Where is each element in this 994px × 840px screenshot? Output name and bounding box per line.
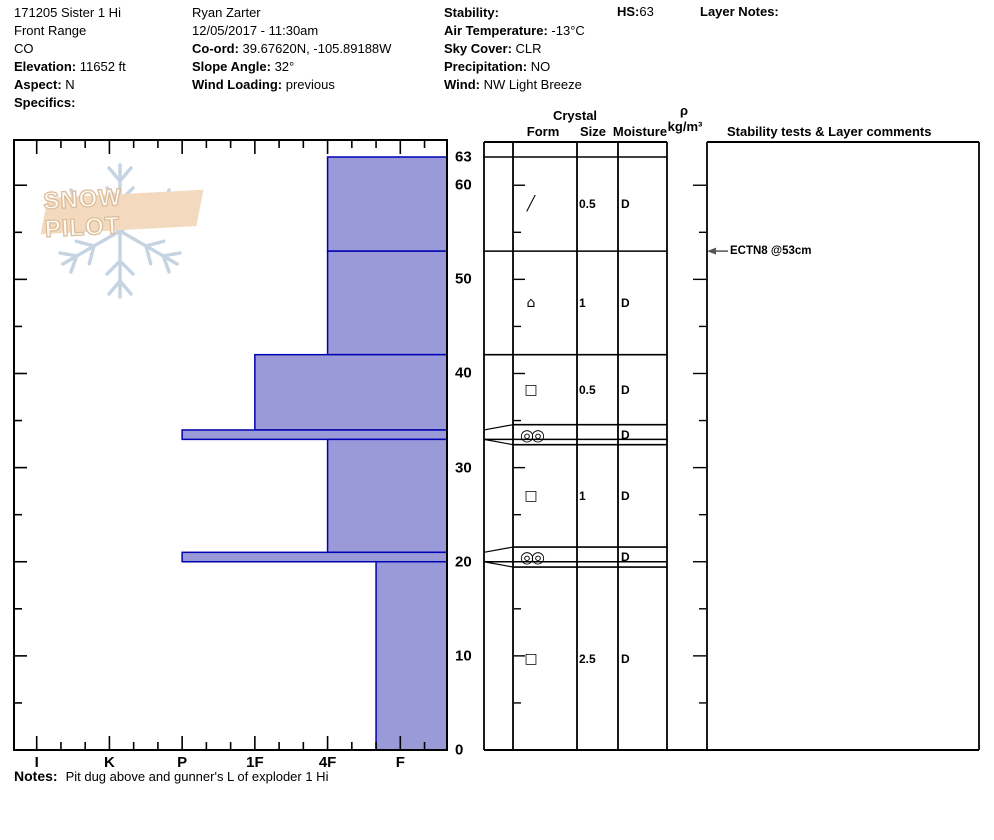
- snow-layer-bar: [254, 353, 448, 431]
- range: Front Range: [14, 23, 87, 38]
- form-symbol-faceted-crystals: □: [524, 650, 538, 667]
- air-temperature: Air Temperature: -13°C: [444, 23, 585, 38]
- table-header-stability-tests: Stability tests & Layer comments: [727, 124, 932, 139]
- depth-axis-label: 40: [455, 364, 472, 382]
- hs-total-depth: HS:63: [617, 4, 654, 19]
- header-column-weather: Stability: Air Temperature: -13°C Sky Co…: [444, 4, 585, 94]
- hardness-axis-label: 4F: [318, 754, 337, 771]
- state: CO: [14, 41, 34, 56]
- hardness-axis-label: I: [34, 754, 39, 771]
- size-value: 1: [579, 295, 586, 310]
- date-time: 12/05/2017 - 11:30am: [192, 23, 319, 38]
- wind: Wind: NW Light Breeze: [444, 77, 582, 92]
- table-header-rho: ρ: [679, 103, 689, 118]
- snowpilot-logo: SNOW PILOT: [40, 158, 210, 308]
- coordinates: Co-ord: 39.67620N, -105.89188W: [192, 41, 392, 56]
- slope-angle: Slope Angle: 32°: [192, 59, 295, 74]
- depth-axis-label: 0: [455, 741, 464, 759]
- hardness-axis-label: F: [395, 754, 405, 771]
- pit-name: 171205 Sister 1 Hi: [14, 5, 121, 20]
- plot-border: [13, 139, 448, 751]
- depth-axis-label: 63: [455, 148, 472, 166]
- depth-axis-label: 20: [455, 553, 472, 571]
- form-symbol-mixed-forms: ⌂: [526, 294, 536, 311]
- precipitation: Precipitation: NO: [444, 59, 551, 74]
- hardness-axis-label: K: [103, 754, 115, 771]
- specifics: Specifics:: [14, 95, 76, 110]
- depth-axis-label: 50: [455, 270, 472, 288]
- table-header-rho-unit: kg/m³: [667, 119, 703, 134]
- snow-layer-bar: [326, 156, 448, 252]
- moisture-value: D: [621, 550, 630, 565]
- thin-layer-wedge: [483, 438, 514, 446]
- header-column-site: 171205 Sister 1 Hi Front Range CO Elevat…: [14, 4, 126, 112]
- stability-test-annotation: ECTN8 @53cm: [730, 245, 812, 258]
- thin-layer-wedge: [483, 561, 514, 568]
- elevation: Elevation: 11652 ft: [14, 59, 126, 74]
- size-value: 0.5: [579, 382, 596, 397]
- layer-notes-label: Layer Notes:: [700, 4, 779, 19]
- snow-layer-bar: [326, 250, 448, 356]
- snowflake-arm: [105, 229, 135, 299]
- moisture-value: D: [621, 651, 630, 666]
- table-header-crystal: Crystal: [552, 108, 598, 123]
- snowflake-arm: [58, 229, 122, 274]
- notes-text: Pit dug above and gunner's L of exploder…: [65, 769, 329, 784]
- moisture-value: D: [621, 427, 630, 442]
- size-value: 0.5: [579, 197, 596, 212]
- notes-line: Notes: Pit dug above and gunner's L of ex…: [14, 768, 328, 784]
- moisture-value: D: [621, 197, 630, 212]
- moisture-value: D: [621, 382, 630, 397]
- form-symbol-faceted-crystals: □: [524, 487, 538, 504]
- aspect: Aspect: N: [14, 77, 75, 92]
- notes-label: Notes:: [14, 768, 58, 784]
- depth-axis-label: 60: [455, 176, 472, 194]
- moisture-value: D: [621, 295, 630, 310]
- thin-layer-wedge: [483, 424, 514, 431]
- hardness-axis-label: 1F: [246, 754, 264, 771]
- annotation-arrow-head: [707, 247, 716, 255]
- depth-axis-label: 30: [455, 459, 472, 477]
- table-header-size: Size: [579, 124, 606, 139]
- stability: Stability:: [444, 5, 499, 20]
- form-symbol-decomposing-fragments: ╱: [526, 196, 536, 213]
- moisture-value: D: [621, 488, 630, 503]
- form-symbol-melt-freeze-crust: ◎◎: [520, 547, 545, 567]
- hardness-axis-label: P: [177, 754, 188, 771]
- observer-name: Ryan Zarter: [192, 5, 261, 20]
- snow-layer-bar: [375, 560, 448, 751]
- snow-layer-bar: [326, 438, 448, 554]
- form-symbol-melt-freeze-crust: ◎◎: [520, 425, 545, 445]
- depth-axis-label: 10: [455, 647, 472, 665]
- sky-cover: Sky Cover: CLR: [444, 41, 542, 56]
- thin-layer-wedge: [483, 546, 514, 553]
- table-header-moisture: Moisture: [612, 124, 668, 139]
- form-symbol-faceted-crystals: □: [524, 381, 538, 398]
- snow-layer-bar: [181, 551, 448, 563]
- size-value: 1: [579, 488, 586, 503]
- header-column-observer: Ryan Zarter 12/05/2017 - 11:30am Co-ord:…: [192, 4, 391, 94]
- size-value: 2.5: [579, 651, 596, 666]
- table-header-form: Form: [526, 124, 560, 139]
- wind-loading: Wind Loading: previous: [192, 77, 335, 92]
- snowflake-arm: [118, 229, 182, 274]
- snow-layer-bar: [181, 429, 448, 441]
